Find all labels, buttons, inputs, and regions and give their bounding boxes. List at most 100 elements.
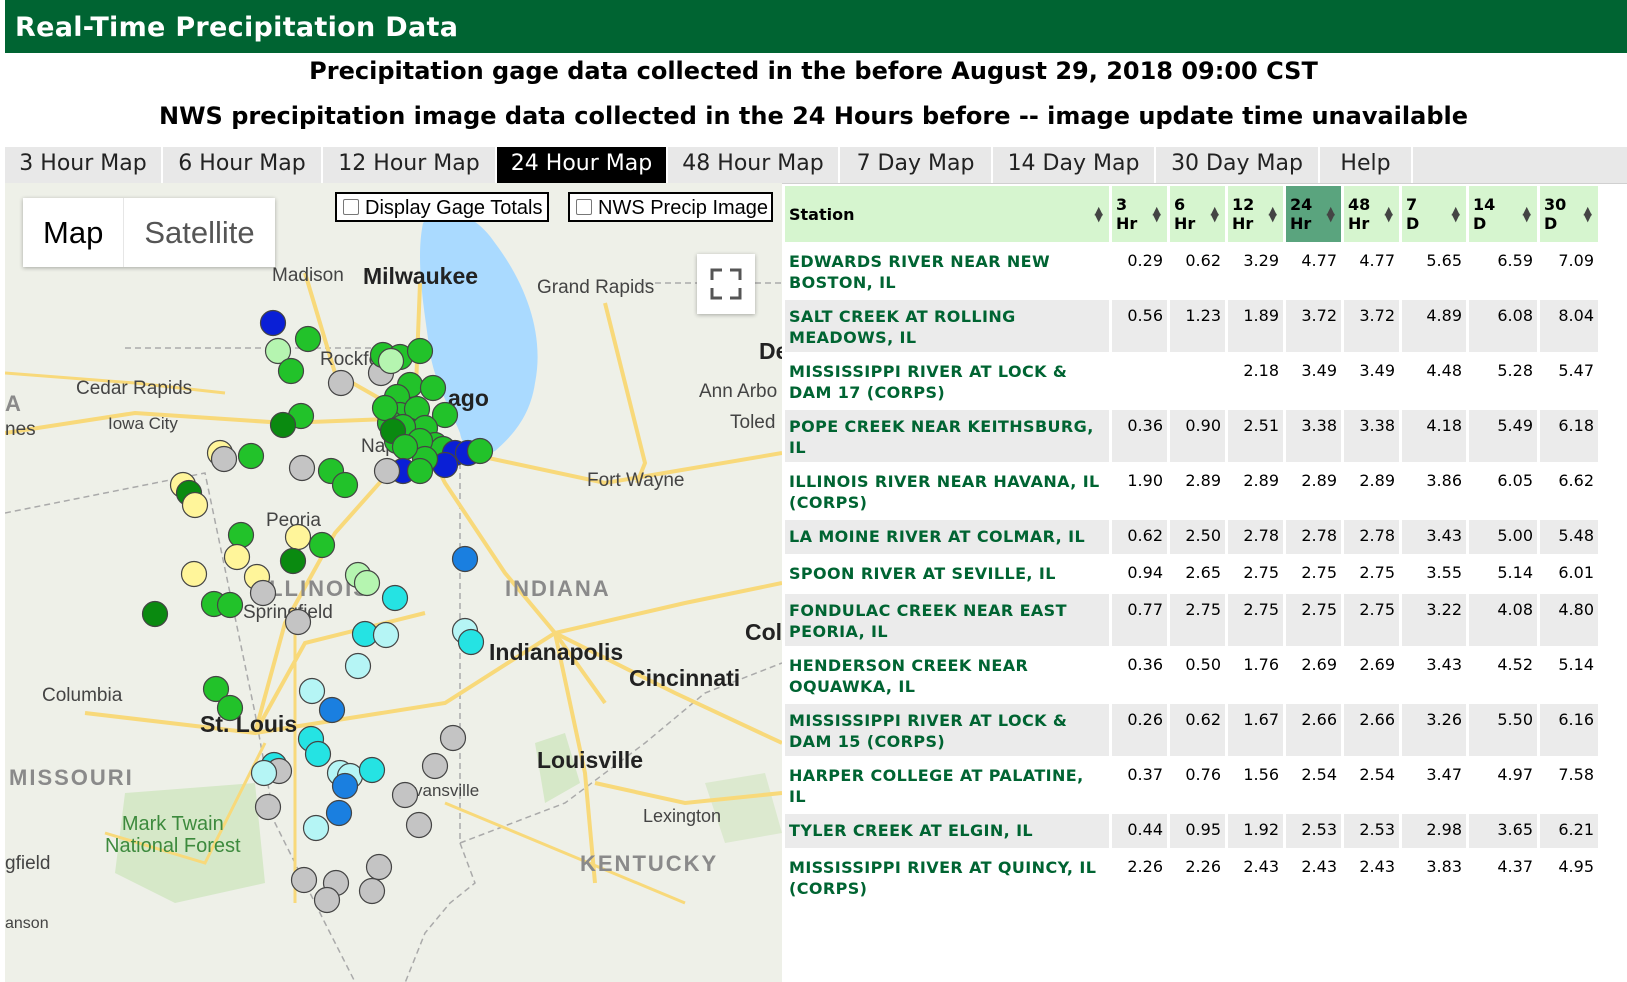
sort-arrows-icon[interactable]: ▲ ▼ xyxy=(1152,204,1161,224)
gage-marker[interactable] xyxy=(304,740,332,768)
column-header-6-hr[interactable]: 6 Hr ▲ ▼ xyxy=(1170,186,1225,242)
gage-marker[interactable] xyxy=(259,309,287,337)
gage-marker[interactable] xyxy=(358,756,386,784)
tab-48-hour-map[interactable]: 48 Hour Map xyxy=(668,147,840,183)
gage-marker[interactable] xyxy=(254,793,282,821)
gage-marker[interactable] xyxy=(264,337,292,365)
column-header-48-hr[interactable]: 48 Hr ▲ ▼ xyxy=(1344,186,1399,242)
tab-12-hour-map[interactable]: 12 Hour Map xyxy=(323,147,497,183)
gage-marker[interactable] xyxy=(181,491,209,519)
gage-marker[interactable] xyxy=(237,442,265,470)
tab-3-hour-map[interactable]: 3 Hour Map xyxy=(5,147,163,183)
gage-marker[interactable] xyxy=(381,584,409,612)
nws-precip-image-toggle[interactable]: NWS Precip Image xyxy=(568,192,773,222)
gage-marker[interactable] xyxy=(269,411,297,439)
station-link[interactable]: EDWARDS RIVER NEAR NEW BOSTON, IL xyxy=(785,245,1109,297)
gage-marker[interactable] xyxy=(327,369,355,397)
station-link[interactable]: MISSISSIPPI RIVER AT LOCK & DAM 17 (CORP… xyxy=(785,355,1109,407)
gage-marker[interactable] xyxy=(405,811,433,839)
gage-marker[interactable] xyxy=(308,531,336,559)
map-button[interactable]: Map xyxy=(23,198,125,267)
station-link[interactable]: ILLINOIS RIVER NEAR HAVANA, IL (CORPS) xyxy=(785,465,1109,517)
gage-marker[interactable] xyxy=(373,457,401,485)
gage-marker[interactable] xyxy=(141,600,169,628)
gage-marker[interactable] xyxy=(290,866,318,894)
gage-marker[interactable] xyxy=(325,799,353,827)
sort-arrows-icon[interactable]: ▲ ▼ xyxy=(1210,204,1219,224)
tab-6-hour-map[interactable]: 6 Hour Map xyxy=(163,147,323,183)
gage-marker[interactable] xyxy=(250,759,278,787)
gage-marker[interactable] xyxy=(377,347,405,375)
gage-marker[interactable] xyxy=(358,877,386,905)
sort-arrows-icon[interactable]: ▲ ▼ xyxy=(1583,204,1592,224)
gage-marker[interactable] xyxy=(372,621,400,649)
gage-marker[interactable] xyxy=(439,724,467,752)
gage-marker[interactable] xyxy=(365,853,393,881)
gage-marker[interactable] xyxy=(216,694,244,722)
gage-marker[interactable] xyxy=(227,521,255,549)
gage-marker[interactable] xyxy=(466,437,494,465)
gage-marker[interactable] xyxy=(331,772,359,800)
gage-marker[interactable] xyxy=(391,433,419,461)
satellite-button[interactable]: Satellite xyxy=(144,215,255,250)
gage-marker[interactable] xyxy=(284,608,312,636)
station-link[interactable]: HARPER COLLEGE AT PALATINE, IL xyxy=(785,759,1109,811)
gage-marker[interactable] xyxy=(353,569,381,597)
gage-marker[interactable] xyxy=(419,374,447,402)
gage-marker[interactable] xyxy=(210,445,238,473)
gage-marker[interactable] xyxy=(371,394,399,422)
gage-marker[interactable] xyxy=(302,814,330,842)
gage-marker[interactable] xyxy=(421,752,449,780)
column-header-14-d[interactable]: 14 D ▲ ▼ xyxy=(1469,186,1537,242)
gage-marker[interactable] xyxy=(331,471,359,499)
station-link[interactable]: LA MOINE RIVER AT COLMAR, IL xyxy=(785,520,1109,554)
station-link[interactable]: TYLER CREEK AT ELGIN, IL xyxy=(785,814,1109,848)
gage-marker[interactable] xyxy=(457,628,485,656)
gage-marker[interactable] xyxy=(277,357,305,385)
gage-marker[interactable] xyxy=(249,579,277,607)
gage-marker[interactable] xyxy=(406,457,434,485)
station-link[interactable]: POPE CREEK NEAR KEITHSBURG, IL xyxy=(785,410,1109,462)
gage-marker[interactable] xyxy=(223,543,251,571)
gage-marker[interactable] xyxy=(298,677,326,705)
sort-arrows-icon[interactable]: ▲ ▼ xyxy=(1326,204,1335,224)
gage-marker[interactable] xyxy=(284,523,312,551)
column-header-station[interactable]: Station ▲ ▼ xyxy=(785,186,1109,242)
gage-marker[interactable] xyxy=(202,675,230,703)
gage-marker[interactable] xyxy=(451,545,479,573)
column-header-30-d[interactable]: 30 D ▲ ▼ xyxy=(1540,186,1598,242)
gage-marker[interactable] xyxy=(279,547,307,575)
column-header-24-hr[interactable]: 24 Hr ▲ ▼ xyxy=(1286,186,1341,242)
station-link[interactable]: HENDERSON CREEK NEAR OQUAWKA, IL xyxy=(785,649,1109,701)
tab-30-day-map[interactable]: 30 Day Map xyxy=(1156,147,1320,183)
station-link[interactable]: MISSISSIPPI RIVER AT LOCK & DAM 15 (CORP… xyxy=(785,704,1109,756)
gage-marker[interactable] xyxy=(294,325,322,353)
tab-14-day-map[interactable]: 14 Day Map xyxy=(993,147,1156,183)
gage-marker[interactable] xyxy=(288,454,316,482)
station-link[interactable]: FONDULAC CREEK NEAR EAST PEORIA, IL xyxy=(785,594,1109,646)
station-link[interactable]: MISSISSIPPI RIVER AT QUINCY, IL (CORPS) xyxy=(785,851,1109,903)
fullscreen-button[interactable] xyxy=(697,254,755,314)
gage-marker[interactable] xyxy=(318,696,346,724)
sort-arrows-icon[interactable]: ▲ ▼ xyxy=(1384,204,1393,224)
column-header-7-d[interactable]: 7 D ▲ ▼ xyxy=(1402,186,1466,242)
sort-arrows-icon[interactable]: ▲ ▼ xyxy=(1094,204,1103,224)
tab-help[interactable]: Help xyxy=(1320,147,1413,183)
gage-marker[interactable] xyxy=(216,591,244,619)
sort-arrows-icon[interactable]: ▲ ▼ xyxy=(1522,204,1531,224)
checkbox-icon[interactable] xyxy=(343,199,359,215)
checkbox-icon[interactable] xyxy=(576,199,592,215)
column-header-3-hr[interactable]: 3 Hr ▲ ▼ xyxy=(1112,186,1167,242)
tab-24-hour-map[interactable]: 24 Hour Map xyxy=(497,147,668,183)
precipitation-map[interactable]: Madison Milwaukee Grand Rapids Cedar Rap… xyxy=(5,183,782,982)
column-header-12-hr[interactable]: 12 Hr ▲ ▼ xyxy=(1228,186,1283,242)
gage-marker[interactable] xyxy=(344,652,372,680)
station-link[interactable]: SALT CREEK AT ROLLING MEADOWS, IL xyxy=(785,300,1109,352)
gage-marker[interactable] xyxy=(180,560,208,588)
tab-7-day-map[interactable]: 7 Day Map xyxy=(840,147,993,183)
gage-marker[interactable] xyxy=(431,401,459,429)
sort-arrows-icon[interactable]: ▲ ▼ xyxy=(1451,204,1460,224)
gage-marker[interactable] xyxy=(406,337,434,365)
gage-marker[interactable] xyxy=(313,886,341,914)
display-gage-totals-toggle[interactable]: Display Gage Totals xyxy=(335,192,549,222)
